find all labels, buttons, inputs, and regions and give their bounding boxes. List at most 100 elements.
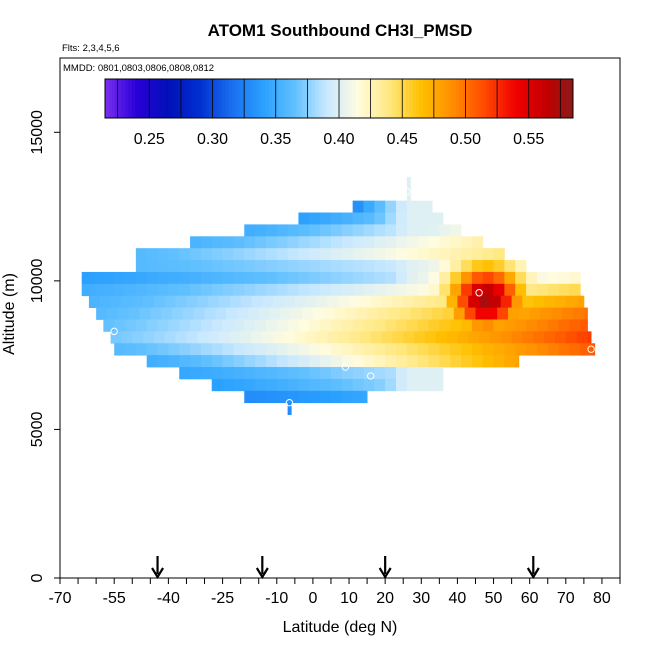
heatmap-cell [211, 271, 223, 285]
heatmap-cell [374, 378, 386, 392]
heatmap-cell [247, 307, 260, 320]
colorbar-segment [322, 79, 327, 118]
heatmap-cell [439, 248, 451, 261]
heatmap-cell [573, 307, 585, 320]
colorbar-segment [405, 79, 410, 118]
heatmap-cell [471, 355, 484, 368]
colorbar-segment [339, 79, 343, 118]
heatmap-cell [175, 295, 187, 308]
heatmap-cell [562, 307, 574, 320]
dates-label: MMDD: 0801,0803,0806,0808,0812 [63, 63, 214, 74]
heatmap-cell [450, 283, 462, 297]
heatmap-cell [244, 378, 256, 392]
colorbar-segment [238, 79, 243, 118]
colorbar-segment [365, 79, 370, 118]
heatmap-cell [374, 367, 386, 380]
heatmap-cell [547, 283, 559, 297]
colorbar-segment [562, 79, 567, 118]
heatmap-cell [403, 331, 415, 344]
heatmap-cell [417, 248, 429, 261]
colorbar-segment [372, 79, 377, 118]
observation-point [341, 363, 350, 371]
colorbar-segment [228, 79, 233, 118]
heatmap-cell [200, 283, 213, 297]
heatmap-cell [179, 343, 191, 356]
colorbar-segment [285, 79, 290, 118]
heatmap-cell [294, 331, 307, 344]
colorbar-segment [155, 79, 159, 118]
heatmap-cell [298, 367, 310, 380]
heatmap-cell [114, 319, 126, 332]
heatmap-cell [330, 271, 343, 285]
colorbar-segment [419, 79, 424, 118]
heatmap-cell [385, 367, 397, 380]
heatmap-cell [200, 367, 213, 380]
heatmap-cell [374, 224, 386, 237]
colorbar-segment [235, 79, 240, 118]
colorbar-segment [422, 79, 427, 118]
heatmap-cell [114, 271, 126, 285]
colorbar-segment [375, 79, 380, 118]
heatmap-cell [493, 248, 505, 261]
heatmap-cell [500, 295, 513, 308]
heatmap-cell [385, 283, 397, 297]
heatmap-cell [135, 319, 148, 332]
colorbar-segment [248, 79, 253, 118]
heatmap-cell [255, 236, 267, 249]
heatmap-cell [146, 283, 158, 297]
heatmap-cell [229, 331, 242, 344]
marker-arrow-head [526, 567, 540, 580]
heatmap-cell [406, 224, 419, 237]
heatmap-cell [482, 271, 494, 285]
heatmap-cell [316, 331, 328, 344]
heatmap-cell [439, 212, 444, 225]
heatmap-cell [265, 283, 278, 297]
colorbar-segment [211, 79, 216, 118]
heatmap-cell [200, 319, 213, 332]
heatmap-cell [153, 331, 166, 344]
colorbar-segment [278, 79, 283, 118]
heatmap-cell [110, 331, 122, 344]
colorbar-segment [298, 79, 303, 118]
heatmap-cell [352, 236, 364, 249]
heatmap-cell [255, 343, 267, 356]
heatmap-cell [497, 307, 509, 320]
heatmap-cell [385, 212, 397, 225]
heatmap-cell [222, 343, 234, 356]
heatmap-cell [103, 319, 115, 332]
colorbar-segment [456, 79, 460, 118]
y-axis: 0 5000 10000 15000 [29, 110, 60, 582]
heatmap-cell [222, 319, 234, 332]
heatmap-cell [482, 355, 494, 368]
flights-label: Flts: 2,3,4,5,6 [62, 43, 120, 54]
heatmap-cell [215, 307, 227, 320]
heatmap-cell [554, 295, 567, 308]
heatmap-cell [168, 271, 180, 285]
heatmap-cell [255, 260, 267, 273]
colorbar-segment [218, 79, 223, 118]
heatmap-cell [536, 319, 549, 332]
heatmap-cell [367, 307, 379, 320]
heatmap-cell [341, 236, 354, 249]
heatmap-cell [320, 271, 332, 285]
heatmap-cell [450, 319, 462, 332]
heatmap-cell [428, 378, 440, 392]
colorbar-segment [409, 79, 414, 118]
colorbar-segment [355, 79, 360, 118]
heatmap-cell [385, 236, 397, 249]
heatmap-cell [526, 271, 538, 285]
heatmap-cell [493, 343, 505, 356]
heatmap-cell [190, 367, 202, 380]
heatmap-cell [410, 307, 422, 320]
heatmap-cell [457, 295, 469, 308]
heatmap-cell [486, 307, 498, 320]
x-tick-label: 70 [557, 590, 575, 607]
heatmap-cell [576, 295, 585, 308]
colorbar-segment [165, 79, 170, 118]
heatmap-cell [320, 260, 332, 273]
heatmap-cell [428, 248, 440, 261]
heatmap-cell [363, 212, 375, 225]
colorbar-segment [462, 79, 467, 118]
heatmap-cell [186, 295, 198, 308]
heatmap-cell [103, 271, 115, 285]
